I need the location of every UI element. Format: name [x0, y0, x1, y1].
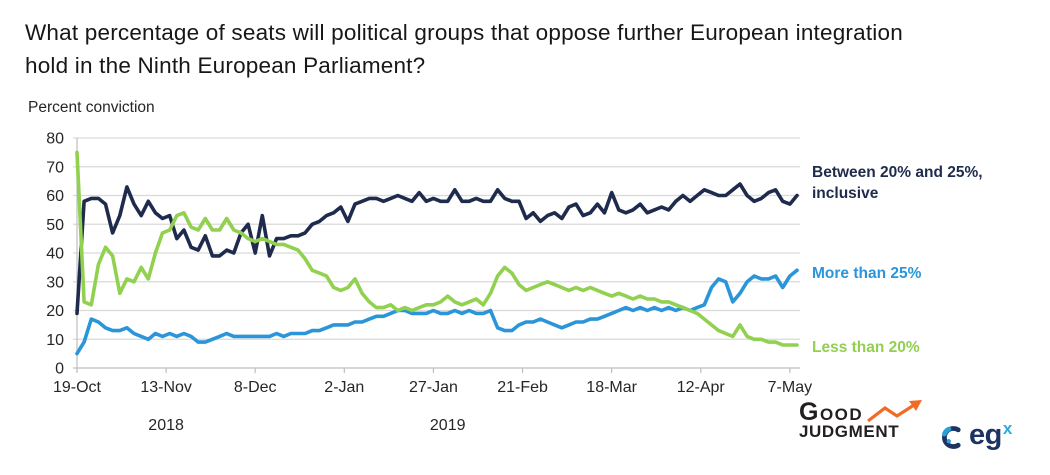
good-judgment-logo-word1: Good	[799, 398, 864, 426]
egx-ring-icon	[942, 426, 961, 449]
egx-logo-superscript: x	[1002, 419, 1013, 438]
y-axis-title: Percent conviction	[28, 99, 155, 116]
x-tick-label: 27-Jan	[409, 379, 458, 396]
y-tick-label: 0	[55, 361, 64, 378]
y-tick-label: 10	[46, 332, 64, 349]
series-line-2	[75, 150, 799, 347]
legend-label-less-than-20: Less than 20%	[812, 339, 920, 356]
good-judgment-logo: Good Judgment	[799, 399, 931, 442]
x-tick-label: 7-May	[768, 379, 812, 396]
egx-logo: eg x	[939, 419, 1013, 451]
x-tick-label: 21-Feb	[497, 379, 548, 396]
x-year-label: 2018	[148, 417, 184, 434]
legend-label-more-than-25: More than 25%	[812, 265, 922, 282]
y-tick-label: 40	[46, 246, 64, 263]
x-tick-label: 2-Jan	[324, 379, 364, 396]
y-tick-label: 80	[46, 131, 64, 148]
x-tick-label: 12-Apr	[677, 379, 726, 396]
good-judgment-logo-word2: Judgment	[799, 422, 900, 441]
y-tick-label: 60	[46, 188, 64, 205]
series-line-1	[75, 268, 799, 356]
x-year-label: 2019	[430, 417, 466, 434]
legend-label-between-20-25: Between 20% and 25%, inclusive	[812, 164, 983, 202]
page-title: What percentage of seats will political …	[25, 16, 1005, 82]
x-tick-label: 18-Mar	[586, 379, 637, 396]
x-tick-label: 19-Oct	[53, 379, 102, 396]
egx-logo-text: eg	[969, 419, 1002, 451]
y-tick-label: 20	[46, 303, 64, 320]
y-tick-label: 30	[46, 274, 64, 291]
page-title-line-2: hold in the Ninth European Parliament?	[25, 53, 426, 78]
trend-arrow-icon	[867, 400, 923, 423]
y-tick-label: 50	[46, 217, 64, 234]
y-tick-label: 70	[46, 159, 64, 176]
series-line-0	[75, 182, 799, 316]
x-tick-label: 13-Nov	[140, 379, 192, 396]
x-tick-label: 8-Dec	[234, 379, 277, 396]
page-title-line-1: What percentage of seats will political …	[25, 20, 903, 45]
